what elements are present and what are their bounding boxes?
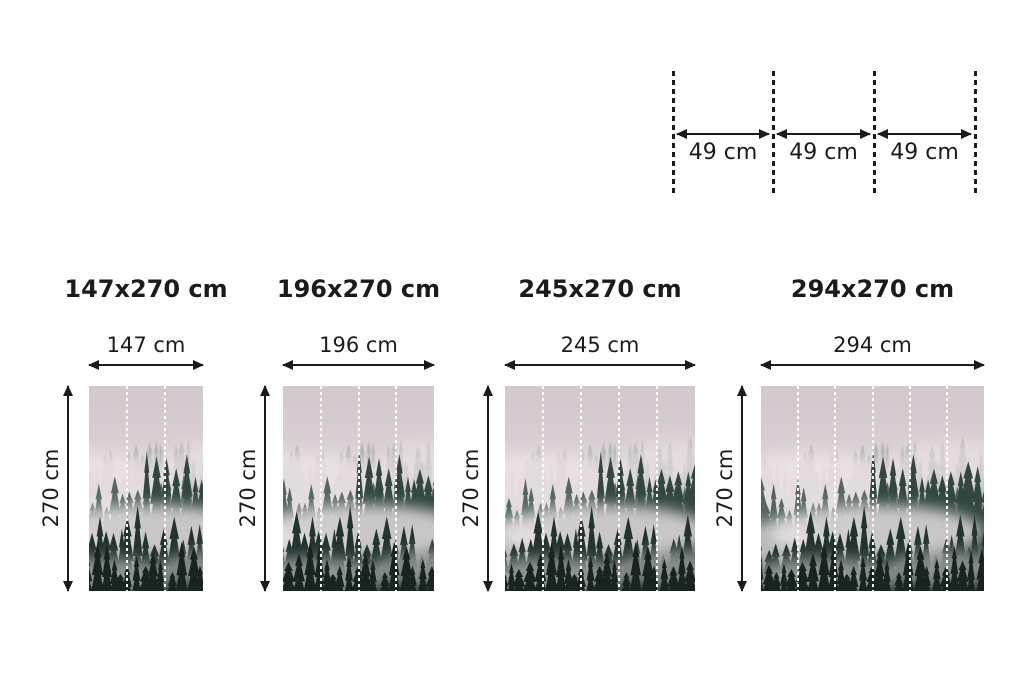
width-label: 147 cm bbox=[106, 333, 186, 357]
horizontal-double-arrow-icon bbox=[776, 129, 871, 139]
mural-preview bbox=[505, 386, 695, 591]
panel-dash-line bbox=[974, 71, 977, 196]
width-label: 245 cm bbox=[560, 333, 640, 357]
size-title: 245x270 cm bbox=[518, 275, 682, 303]
height-label: 270 cm bbox=[236, 448, 260, 528]
mural-preview bbox=[761, 386, 984, 591]
panel-width-label: 49 cm bbox=[890, 140, 959, 165]
mural-preview bbox=[283, 386, 434, 591]
foggy-forest-image bbox=[761, 386, 984, 591]
width-double-arrow-icon bbox=[504, 360, 696, 370]
mural-preview bbox=[89, 386, 203, 591]
height-double-arrow-icon bbox=[63, 385, 73, 592]
size-title: 147x270 cm bbox=[64, 275, 228, 303]
panel-gap: 49 cm bbox=[676, 0, 770, 200]
width-double-arrow-icon bbox=[282, 360, 435, 370]
foggy-forest-image bbox=[89, 386, 203, 591]
size-title: 196x270 cm bbox=[276, 275, 441, 303]
panel-width-label: 49 cm bbox=[789, 140, 858, 165]
height-double-arrow-icon bbox=[737, 385, 747, 592]
panel-dash-line bbox=[672, 71, 675, 196]
height-label: 270 cm bbox=[459, 448, 483, 528]
size-title: 294x270 cm bbox=[790, 275, 955, 303]
width-label: 196 cm bbox=[319, 333, 398, 357]
panel-dash-line bbox=[772, 71, 775, 196]
height-double-arrow-icon bbox=[483, 385, 493, 592]
width-double-arrow-icon bbox=[88, 360, 204, 370]
height-double-arrow-icon bbox=[260, 385, 270, 592]
width-double-arrow-icon bbox=[760, 360, 985, 370]
panel-gap: 49 cm bbox=[877, 0, 972, 200]
foggy-forest-image bbox=[505, 386, 695, 591]
panel-width-label: 49 cm bbox=[688, 140, 758, 165]
horizontal-double-arrow-icon bbox=[676, 129, 770, 139]
height-label: 270 cm bbox=[39, 448, 63, 528]
panel-dash-line bbox=[873, 71, 876, 196]
height-label: 270 cm bbox=[713, 448, 737, 528]
panel-gap: 49 cm bbox=[776, 0, 871, 200]
width-label: 294 cm bbox=[833, 333, 912, 357]
horizontal-double-arrow-icon bbox=[877, 129, 972, 139]
foggy-forest-image bbox=[283, 386, 434, 591]
